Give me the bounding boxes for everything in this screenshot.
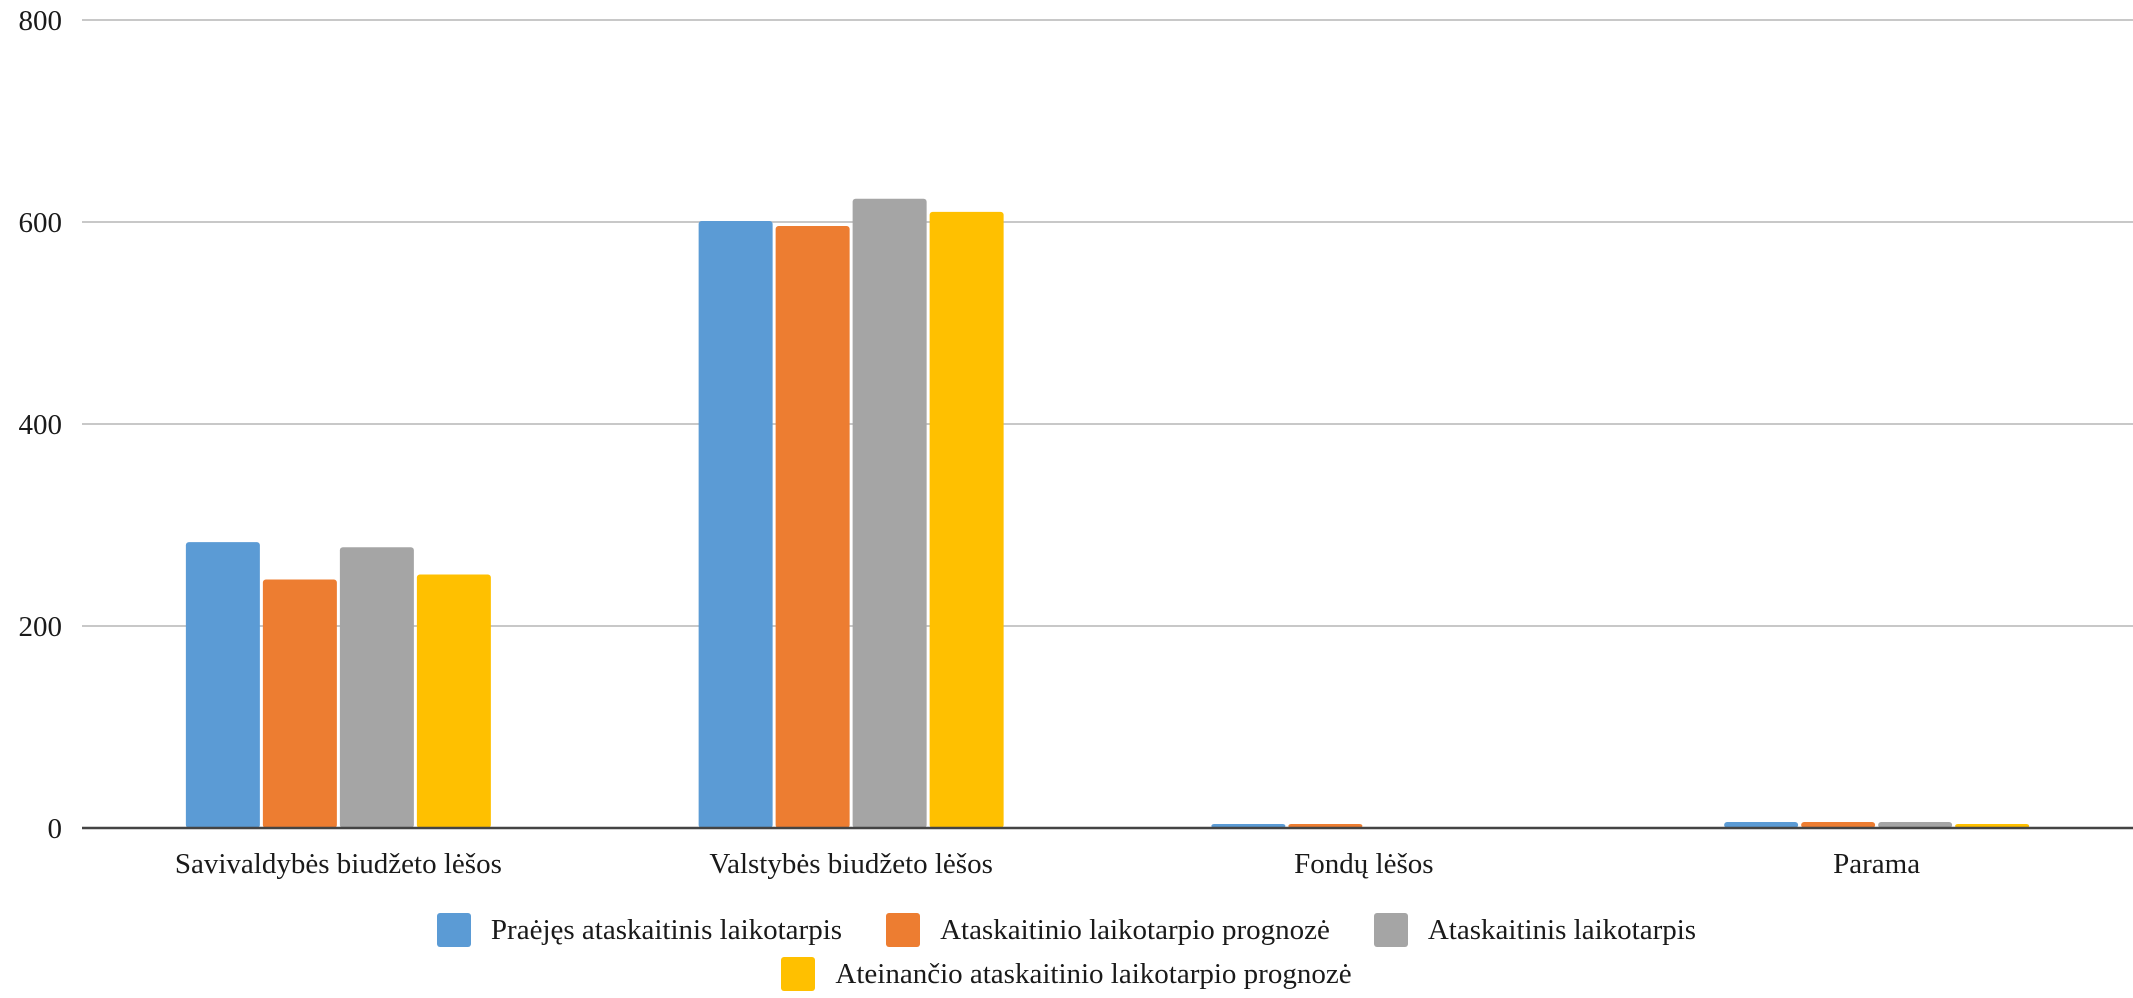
legend-swatch-series-3 <box>1373 913 1408 947</box>
legend-swatch-series-2 <box>886 913 921 947</box>
legend-item-series-1: Praėjęs ataskaitinis laikotarpis <box>436 913 843 947</box>
y-tick-label-4: 800 <box>19 5 63 37</box>
y-axis-tick-labels: 0 200 400 600 800 <box>19 5 63 845</box>
y-tick-label-3: 600 <box>19 207 63 239</box>
bar-chart: 0 200 400 600 800 Savivaldybės biudžeto lėšo… <box>19 5 2133 880</box>
x-tick-label-4: Parama <box>1833 848 1920 880</box>
bar-series-2-category-4 <box>1801 821 1876 828</box>
legend-row-1: Praėjęs ataskaitinis laikotarpis Ataskai… <box>0 908 2133 952</box>
x-tick-label-1: Savivaldybės biudžeto lėšos <box>175 848 502 880</box>
bar-series-4-category-1 <box>416 574 491 828</box>
legend-label-series-2: Ataskaitinio laikotarpio prognozė <box>940 913 1330 946</box>
legend: Praėjęs ataskaitinis laikotarpis Ataskai… <box>0 908 2133 996</box>
bars <box>185 198 2030 829</box>
legend-label-series-4: Ateinančio ataskaitinio laikotarpio prog… <box>835 957 1352 990</box>
bar-series-3-category-2 <box>852 198 927 828</box>
legend-item-series-2: Ataskaitinio laikotarpio prognozė <box>886 913 1330 947</box>
bar-series-2-category-2 <box>775 226 850 829</box>
x-axis-tick-labels: Savivaldybės biudžeto lėšos Valstybės biu… <box>175 848 1920 880</box>
legend-label-series-1: Praėjęs ataskaitinis laikotarpis <box>490 913 843 946</box>
legend-item-series-3: Ataskaitinis laikotarpis <box>1373 913 1697 947</box>
bar-series-2-category-1 <box>262 579 337 828</box>
bar-series-3-category-4 <box>1878 821 1953 828</box>
x-tick-label-3: Fondų lėšos <box>1294 848 1433 880</box>
y-tick-label-1: 200 <box>19 611 63 643</box>
y-tick-label-2: 400 <box>19 409 63 441</box>
x-tick-label-2: Valstybės biudžeto lėšos <box>709 848 993 880</box>
gridlines <box>82 19 2133 627</box>
bar-series-1-category-2 <box>698 220 773 829</box>
bar-series-4-category-2 <box>929 211 1004 828</box>
y-tick-label-0: 0 <box>48 813 63 845</box>
bar-series-1-category-1 <box>185 542 260 828</box>
legend-row-2: Ateinančio ataskaitinio laikotarpio prog… <box>0 952 2133 996</box>
bar-series-3-category-1 <box>339 547 414 828</box>
legend-item-series-4: Ateinančio ataskaitinio laikotarpio prog… <box>781 957 1352 991</box>
legend-swatch-series-1 <box>436 913 471 947</box>
legend-label-series-3: Ataskaitinis laikotarpis <box>1427 913 1697 946</box>
legend-swatch-series-4 <box>781 957 816 991</box>
bar-series-1-category-4 <box>1724 821 1799 828</box>
